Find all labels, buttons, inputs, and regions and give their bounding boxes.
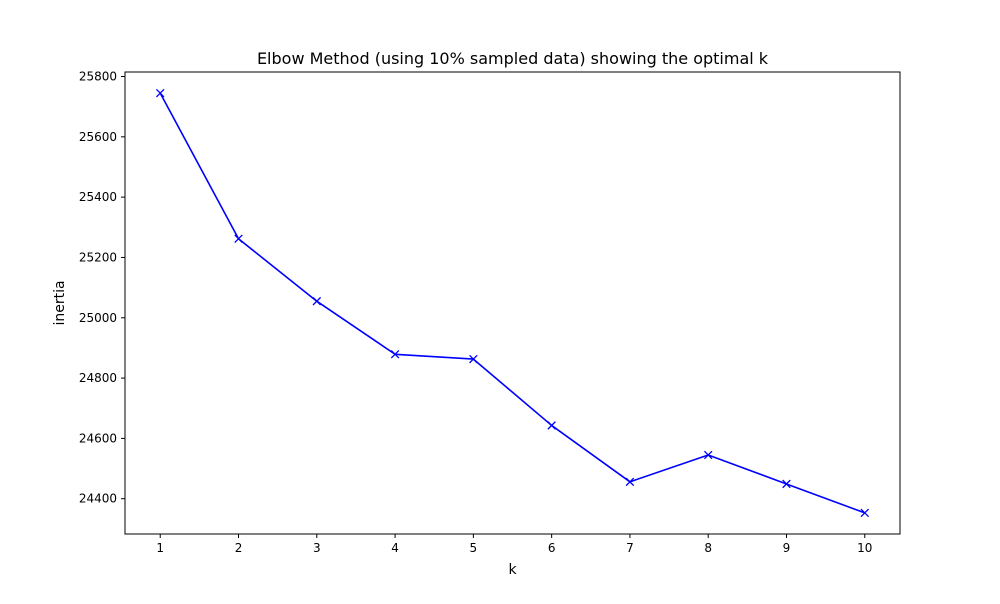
x-tick-label: 5 — [470, 541, 478, 555]
data-point-marker — [390, 350, 400, 359]
y-tick-label: 24600 — [79, 431, 117, 445]
x-tick-label: 4 — [391, 541, 399, 555]
x-tick-label: 9 — [783, 541, 791, 555]
series-line — [159, 92, 866, 514]
data-layer — [155, 88, 870, 518]
data-point-marker — [312, 296, 322, 306]
y-axis-label: inertia — [52, 280, 68, 325]
x-tick-label: 2 — [235, 541, 243, 555]
x-tick-label: 8 — [704, 541, 712, 555]
chart-title: Elbow Method (using 10% sampled data) sh… — [257, 49, 769, 68]
plot-frame — [124, 71, 901, 535]
plot-background — [125, 72, 900, 534]
y-tick-label: 25000 — [79, 311, 117, 325]
x-tick-label: 1 — [156, 541, 164, 555]
data-point-marker — [469, 354, 478, 364]
data-point-marker — [782, 479, 791, 489]
y-tick-label: 25800 — [79, 70, 117, 84]
x-axis-label: k — [508, 562, 517, 578]
ticks-layer: 1 2 3 4 5 6 7 8 9 10 24400 24600 24800 25000 25200 2540… — [79, 70, 873, 555]
data-point-marker — [155, 88, 165, 98]
y-tick-label: 24800 — [79, 371, 117, 385]
x-tick-label: 10 — [857, 541, 872, 555]
data-point-marker — [234, 234, 243, 244]
data-point-marker — [625, 477, 635, 487]
x-tick-label: 7 — [626, 541, 634, 555]
y-tick-label: 24400 — [79, 492, 117, 506]
x-tick-label: 6 — [548, 541, 556, 555]
y-tick-label: 25400 — [79, 190, 117, 204]
data-point-marker — [860, 508, 870, 518]
y-tick-label: 25200 — [79, 250, 117, 264]
data-point-marker — [703, 450, 713, 460]
x-tick-label: 3 — [313, 541, 321, 555]
data-point-marker — [547, 421, 556, 430]
y-tick-label: 25600 — [79, 130, 117, 144]
